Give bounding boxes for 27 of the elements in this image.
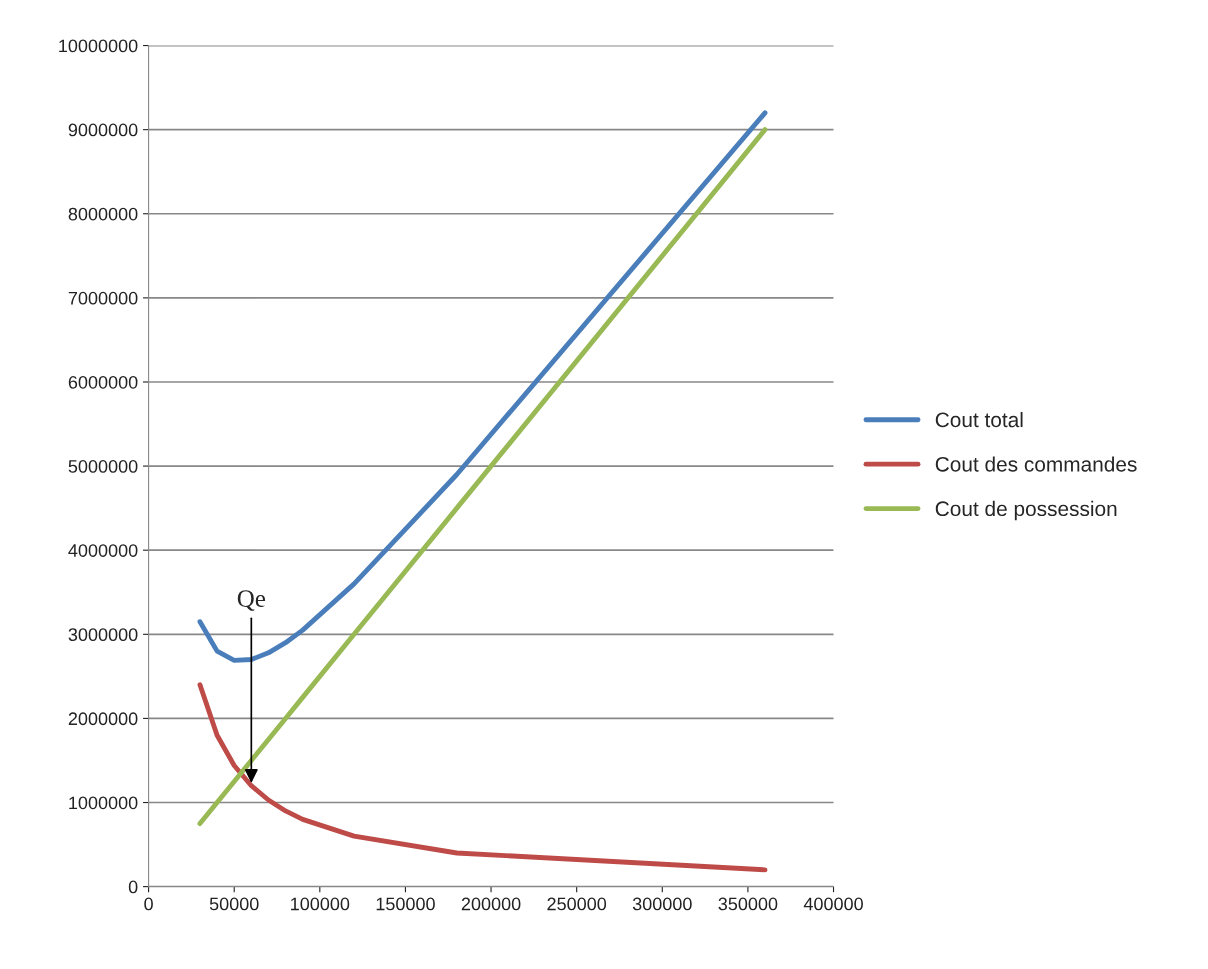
x-tick-label: 250000 bbox=[547, 897, 607, 911]
legend-label: Cout total bbox=[935, 411, 1023, 428]
y-tick-label: 3000000 bbox=[68, 628, 138, 642]
y-tick-label: 8000000 bbox=[68, 207, 138, 221]
x-tick-label: 350000 bbox=[718, 897, 778, 911]
line-series bbox=[197, 127, 768, 826]
x-tick-label: 50000 bbox=[209, 897, 259, 911]
y-tick-label: 1000000 bbox=[69, 796, 138, 810]
x-tick-label: 0 bbox=[144, 897, 153, 911]
x-tick-label: 100000 bbox=[291, 897, 350, 911]
y-tick-label: 10000000 bbox=[59, 39, 138, 53]
line-series bbox=[197, 110, 768, 663]
annotation: Qe bbox=[237, 590, 266, 611]
y-tick-label: 0 bbox=[128, 880, 138, 894]
x-tick-label: 400000 bbox=[803, 897, 863, 911]
x-tick-label: 200000 bbox=[461, 897, 521, 911]
y-tick-label: 9000000 bbox=[68, 123, 138, 137]
legend-label: Cout de possession bbox=[935, 500, 1117, 521]
y-tick-label: 2000000 bbox=[68, 712, 138, 726]
legend-label: Cout des commandes bbox=[935, 456, 1137, 472]
y-tick-label: 4000000 bbox=[68, 544, 138, 557]
y-tick-label: 7000000 bbox=[68, 291, 138, 305]
x-tick-label: 150000 bbox=[376, 897, 435, 911]
x-tick-label: 300000 bbox=[632, 897, 692, 911]
line-series bbox=[197, 682, 768, 873]
y-tick-label: 5000000 bbox=[68, 460, 138, 473]
y-tick-label: 6000000 bbox=[68, 375, 138, 389]
